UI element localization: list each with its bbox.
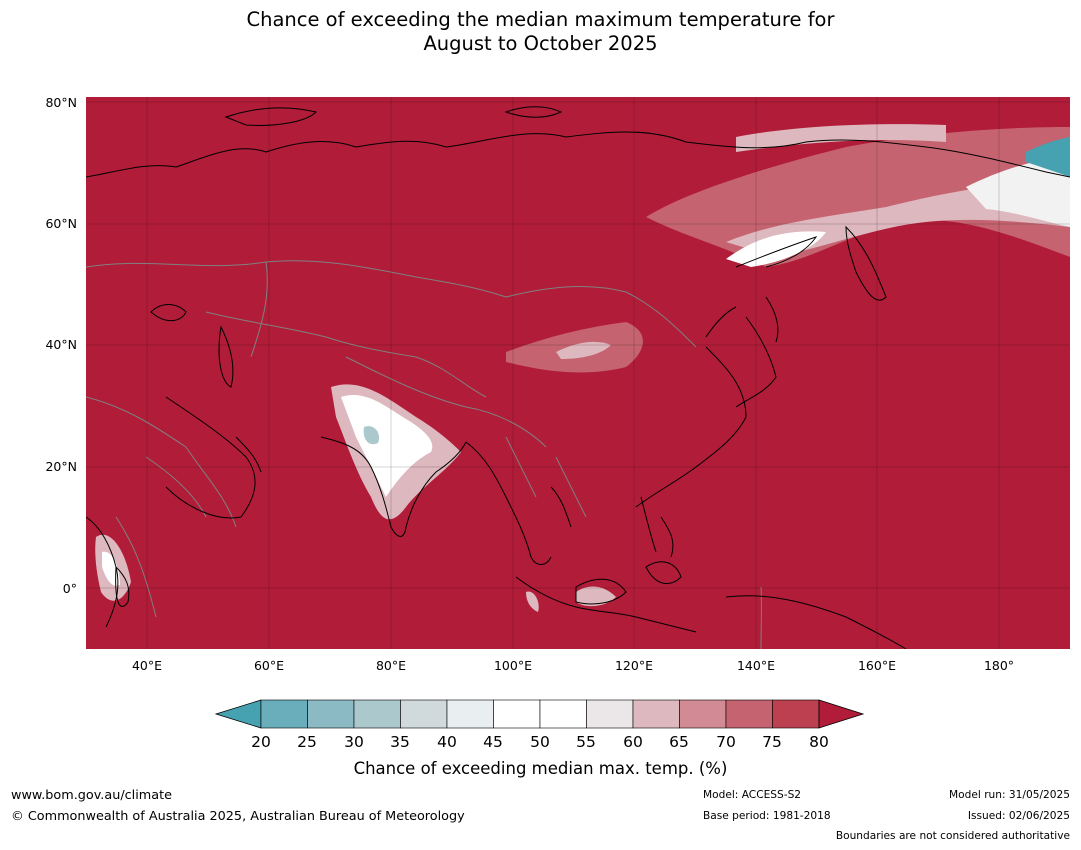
lat-label-40n: 40°N bbox=[45, 337, 77, 352]
colorbar-cell bbox=[446, 699, 494, 729]
boundaries-disclaimer: Boundaries are not considered authoritat… bbox=[835, 830, 1070, 842]
lon-label-160e: 160°E bbox=[857, 658, 896, 673]
colorbar-cell bbox=[400, 699, 448, 729]
shading-sumatra bbox=[526, 591, 539, 612]
cbar-tick-35: 35 bbox=[390, 733, 410, 751]
title-line-2: August to October 2025 bbox=[423, 32, 658, 55]
country-borders bbox=[86, 260, 762, 649]
probability-map bbox=[86, 97, 1070, 649]
lon-label-80e: 80°E bbox=[375, 658, 407, 673]
colorbar-cell bbox=[539, 699, 587, 729]
colorbar-cell bbox=[632, 699, 680, 729]
lon-label-120e: 120°E bbox=[614, 658, 653, 673]
lat-label-80n: 80°N bbox=[45, 95, 77, 110]
cbar-tick-75: 75 bbox=[762, 733, 782, 751]
issued-date: Issued: 02/06/2025 bbox=[967, 810, 1070, 822]
cbar-tick-30: 30 bbox=[344, 733, 364, 751]
colorbar-cell bbox=[260, 699, 308, 729]
cbar-tick-80: 80 bbox=[809, 733, 829, 751]
shading-okhotsk-white bbox=[726, 231, 826, 267]
graticule bbox=[86, 97, 1070, 649]
model-name: Model: ACCESS-S2 bbox=[703, 789, 802, 801]
lon-label-100e: 100°E bbox=[493, 658, 532, 673]
cbar-tick-45: 45 bbox=[483, 733, 503, 751]
copyright-text: © Commonwealth of Australia 2025, Austra… bbox=[11, 809, 465, 824]
colorbar-cell bbox=[586, 699, 634, 729]
shading-india-white bbox=[341, 395, 433, 497]
colorbar-title: Chance of exceeding median max. temp. (%… bbox=[353, 759, 728, 778]
coastlines bbox=[86, 106, 1070, 649]
cbar-tick-50: 50 bbox=[530, 733, 550, 751]
cbar-tick-65: 65 bbox=[669, 733, 689, 751]
map-title: Chance of exceeding the median maximum t… bbox=[0, 8, 1081, 56]
cbar-tick-40: 40 bbox=[437, 733, 457, 751]
website-link[interactable]: www.bom.gov.au/climate bbox=[11, 788, 172, 803]
colorbar-cell bbox=[353, 699, 401, 729]
lon-label-40e: 40°E bbox=[131, 658, 163, 673]
title-line-1: Chance of exceeding the median maximum t… bbox=[246, 8, 835, 31]
cbar-tick-25: 25 bbox=[297, 733, 317, 751]
colorbar-cell bbox=[307, 699, 355, 729]
model-run-date: Model run: 31/05/2025 bbox=[949, 789, 1070, 801]
base-period: Base period: 1981-2018 bbox=[703, 810, 831, 822]
cbar-tick-60: 60 bbox=[623, 733, 643, 751]
colorbar-cell bbox=[493, 699, 541, 729]
lon-label-60e: 60°E bbox=[253, 658, 285, 673]
lat-label-20n: 20°N bbox=[45, 459, 77, 474]
colorbar-cell bbox=[725, 699, 773, 729]
lon-label-180: 180° bbox=[983, 658, 1015, 673]
lat-label-60n: 60°N bbox=[45, 216, 77, 231]
colorbar-extend-high bbox=[818, 699, 865, 729]
shading-borneo bbox=[576, 586, 616, 607]
shading-siberia-band bbox=[646, 127, 1070, 267]
shading-india-teal bbox=[363, 426, 380, 445]
lat-label-0: 0° bbox=[62, 581, 77, 596]
colorbar-cell bbox=[772, 699, 820, 729]
map-svg bbox=[86, 97, 1070, 649]
shading-east-siberia-teal bbox=[1026, 137, 1070, 177]
shading-mongolia-light bbox=[556, 341, 611, 359]
cbar-tick-70: 70 bbox=[716, 733, 736, 751]
cbar-tick-20: 20 bbox=[251, 733, 271, 751]
shading-east-siberia-white bbox=[966, 157, 1070, 227]
lon-label-140e: 140°E bbox=[736, 658, 775, 673]
cbar-tick-55: 55 bbox=[576, 733, 596, 751]
colorbar-cell bbox=[679, 699, 727, 729]
colorbar bbox=[214, 699, 865, 729]
colorbar-extend-low bbox=[214, 699, 262, 729]
probability-shading bbox=[95, 124, 1070, 612]
